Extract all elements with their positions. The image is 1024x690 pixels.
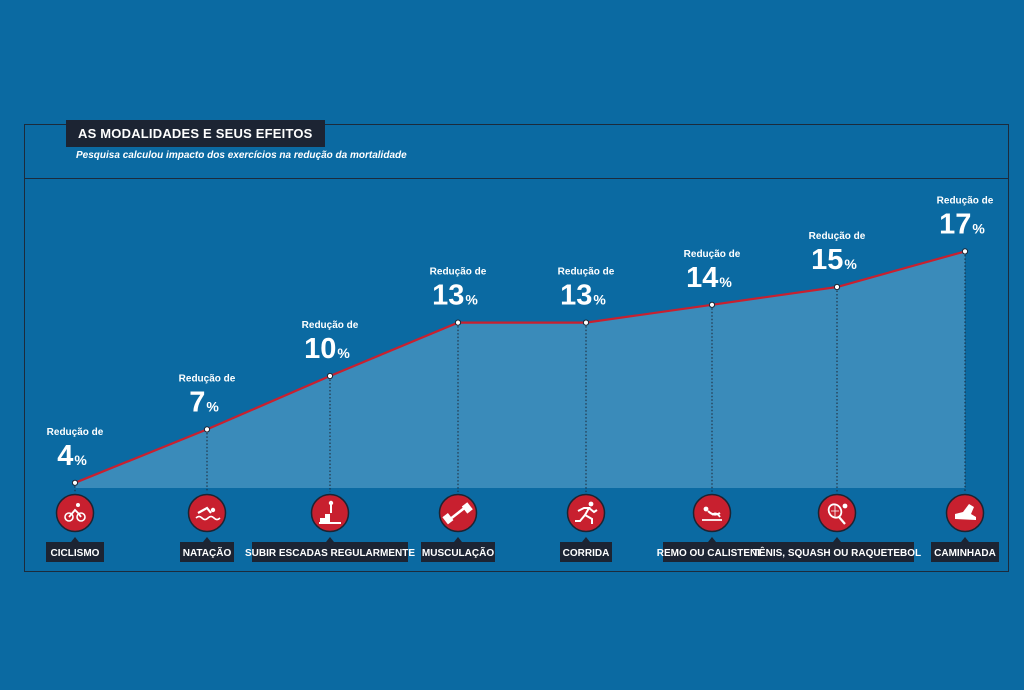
value-label: Redução de 15% — [809, 231, 866, 276]
value-prefix: Redução de — [558, 267, 615, 278]
value-prefix: Redução de — [684, 249, 741, 260]
value-prefix: Redução de — [179, 373, 236, 384]
swimmer-icon — [187, 493, 227, 533]
value-label: Redução de 17% — [937, 195, 994, 240]
cyclist-icon — [55, 493, 95, 533]
panel-divider — [24, 178, 1009, 179]
value-label: Redução de 7% — [179, 373, 236, 418]
data-label: 14% — [686, 262, 732, 294]
data-label: 17% — [939, 208, 985, 240]
data-point — [961, 248, 969, 255]
category-label: CAMINHADA — [931, 537, 999, 562]
data-point — [71, 479, 79, 486]
category-label: NATAÇÃO — [180, 537, 234, 562]
category-label: CICLISMO — [46, 537, 104, 562]
area-fill — [75, 251, 965, 488]
value-prefix: Redução de — [302, 320, 359, 331]
category-label: TÊNIS, SQUASH OU RAQUETEBOL — [753, 537, 921, 562]
value-prefix: Redução de — [937, 195, 994, 206]
data-label: 7% — [189, 386, 219, 418]
series-line — [74, 250, 966, 484]
racket-icon — [817, 493, 857, 533]
value-label: Redução de 13% — [558, 267, 615, 312]
data-label: 10% — [304, 333, 350, 365]
calisthenics-icon — [692, 493, 732, 533]
chart-title: AS MODALIDADES E SEUS EFEITOS — [66, 120, 325, 147]
dumbbell-icon — [438, 493, 478, 533]
value-prefix: Redução de — [809, 231, 866, 242]
data-point — [708, 301, 716, 308]
value-prefix: Redução de — [430, 267, 487, 278]
category-label-text: REMO OU CALISTENIA — [657, 548, 768, 559]
category-label: MUSCULAÇÃO — [421, 537, 495, 562]
data-label: 13% — [432, 280, 478, 312]
data-point — [833, 283, 841, 291]
category-label-text: TÊNIS, SQUASH OU RAQUETEBOL — [753, 546, 921, 559]
shoe-icon — [945, 493, 985, 533]
category-label-text: CORRIDA — [563, 548, 610, 559]
category-label: CORRIDA — [560, 537, 612, 562]
data-label: 4% — [57, 440, 87, 472]
category-label: SUBIR ESCADAS REGULARMENTE — [245, 537, 415, 562]
data-point — [203, 426, 211, 433]
runner-icon — [566, 493, 606, 533]
value-prefix: Redução de — [47, 427, 104, 438]
value-label: Redução de 13% — [430, 267, 487, 312]
category-label-text: SUBIR ESCADAS REGULARMENTE — [245, 548, 415, 559]
category-label-text: CAMINHADA — [934, 548, 996, 559]
category-label-text: MUSCULAÇÃO — [422, 546, 494, 559]
stairs-icon — [310, 493, 350, 533]
data-point — [454, 319, 462, 326]
chart-subtitle: Pesquisa calculou impacto dos exercícios… — [76, 150, 407, 161]
data-point — [326, 372, 334, 380]
category-label-text: CICLISMO — [51, 548, 100, 559]
data-label: 15% — [811, 244, 857, 276]
value-label: Redução de 10% — [302, 320, 359, 365]
chart-panel — [24, 124, 1009, 572]
data-point — [582, 319, 590, 326]
value-label: Redução de 4% — [47, 427, 104, 472]
category-label: REMO OU CALISTENIA — [657, 537, 768, 562]
data-label: 13% — [560, 280, 606, 312]
value-label: Redução de 14% — [684, 249, 741, 294]
category-label-text: NATAÇÃO — [183, 546, 232, 559]
